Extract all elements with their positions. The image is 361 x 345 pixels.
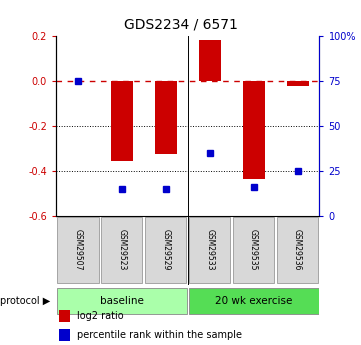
Text: GSM29536: GSM29536 <box>293 229 302 271</box>
Text: GSM29507: GSM29507 <box>73 229 82 271</box>
Text: baseline: baseline <box>100 296 144 306</box>
FancyBboxPatch shape <box>189 217 230 283</box>
Bar <box>58 329 70 341</box>
Bar <box>243 81 265 179</box>
Text: GSM29529: GSM29529 <box>161 229 170 271</box>
FancyBboxPatch shape <box>145 217 186 283</box>
Text: 20 wk exercise: 20 wk exercise <box>215 296 292 306</box>
Bar <box>199 40 221 81</box>
Text: GSM29535: GSM29535 <box>249 229 258 271</box>
FancyBboxPatch shape <box>188 288 319 314</box>
FancyBboxPatch shape <box>57 217 99 283</box>
FancyBboxPatch shape <box>101 217 143 283</box>
Text: GSM29533: GSM29533 <box>205 229 214 271</box>
Bar <box>287 81 309 86</box>
Bar <box>58 310 70 322</box>
Text: log2 ratio: log2 ratio <box>77 311 124 321</box>
Bar <box>111 81 133 161</box>
Text: GDS2234 / 6571: GDS2234 / 6571 <box>123 17 238 31</box>
FancyBboxPatch shape <box>233 217 274 283</box>
Bar <box>155 81 177 154</box>
Text: percentile rank within the sample: percentile rank within the sample <box>77 330 242 340</box>
FancyBboxPatch shape <box>57 288 187 314</box>
Text: protocol ▶: protocol ▶ <box>0 296 51 306</box>
FancyBboxPatch shape <box>277 217 318 283</box>
Text: GSM29523: GSM29523 <box>117 229 126 271</box>
